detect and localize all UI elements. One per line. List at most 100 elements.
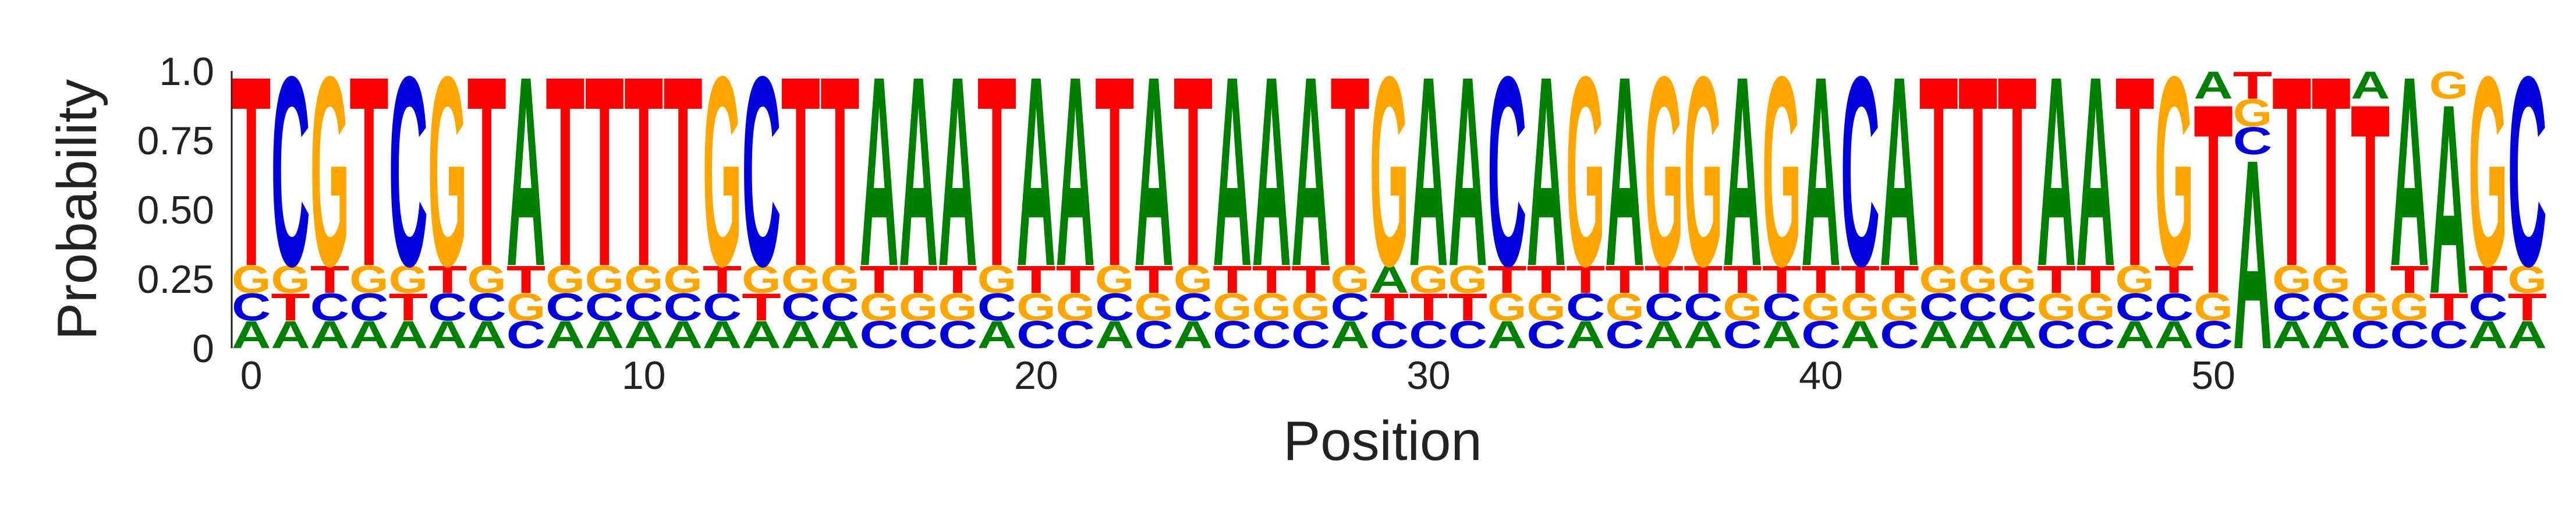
base-letter-t: T: [938, 258, 977, 301]
base-letter-g: G: [2429, 63, 2468, 107]
base-letter-g: G: [349, 258, 388, 301]
base-letter-t: T: [506, 258, 545, 301]
base-letter-t: T: [1566, 258, 1605, 301]
base-letter-g: G: [1016, 285, 1055, 328]
base-letter-t: T: [663, 20, 702, 323]
base-letter-g: G: [1526, 285, 1565, 328]
base-letter-c: C: [781, 285, 820, 328]
base-letter-a: A: [310, 313, 349, 356]
base-letter-g: G: [860, 285, 899, 328]
base-letter-c: C: [1174, 285, 1213, 328]
base-letter-t: T: [1213, 258, 1252, 301]
base-letter-t: T: [2155, 258, 2194, 301]
x-tick-label: 10: [622, 353, 666, 398]
base-letter-c: C: [1056, 313, 1095, 356]
base-letter-t: T: [467, 20, 506, 323]
base-letter-t: T: [1997, 20, 2036, 323]
base-letter-g: G: [703, 20, 742, 323]
base-letter-g: G: [2155, 20, 2194, 323]
base-letter-c: C: [428, 285, 467, 328]
base-letter-t: T: [1291, 258, 1330, 301]
base-letter-g: G: [1448, 258, 1487, 301]
base-letter-t: T: [1526, 258, 1565, 301]
base-letter-c: C: [1684, 285, 1723, 328]
base-letter-a: A: [232, 313, 271, 356]
base-letter-g: G: [624, 258, 663, 301]
base-letter-a: A: [428, 313, 467, 356]
x-tick-label: 40: [1799, 353, 1843, 398]
base-letter-c: C: [1409, 313, 1448, 356]
base-letter-c: C: [467, 285, 506, 328]
base-letter-c: C: [2351, 313, 2390, 356]
base-letter-a: A: [977, 313, 1016, 356]
base-letter-g: G: [742, 258, 781, 301]
base-letter-t: T: [1370, 285, 1409, 328]
base-letter-t: T: [2468, 258, 2507, 301]
base-letter-t: T: [1880, 258, 1919, 301]
base-letter-a: A: [2351, 63, 2390, 107]
base-letter-c: C: [1370, 313, 1409, 356]
base-letter-c: C: [2076, 313, 2115, 356]
base-letter-a: A: [2233, 104, 2272, 406]
y-axis-title: Probability: [46, 79, 108, 340]
base-letter-a: A: [1526, 20, 1565, 323]
base-letter-t: T: [428, 258, 467, 301]
base-letter-t: T: [1801, 258, 1840, 301]
base-letter-a: A: [2272, 313, 2311, 356]
base-letter-t: T: [310, 258, 349, 301]
base-letter-t: T: [703, 258, 742, 301]
base-letter-g: G: [506, 285, 545, 328]
base-letter-a: A: [899, 20, 938, 323]
y-tick-label: 0.75: [137, 119, 214, 163]
x-tick-label: 0: [240, 353, 263, 398]
base-letter-t: T: [2194, 48, 2233, 350]
base-letter-g: G: [1330, 258, 1369, 301]
base-letter-c: C: [1880, 313, 1919, 356]
base-letter-g: G: [2508, 258, 2547, 301]
base-letter-a: A: [2312, 313, 2351, 356]
base-letter-t: T: [781, 20, 820, 323]
base-letter-g: G: [781, 258, 820, 301]
base-letter-c: C: [1487, 20, 1526, 323]
base-letter-c: C: [742, 20, 781, 323]
base-letter-a: A: [1801, 20, 1840, 323]
base-letter-c: C: [1291, 313, 1330, 356]
base-letter-g: G: [1487, 285, 1526, 328]
x-tick-label: 20: [1014, 353, 1058, 398]
base-letter-a: A: [585, 313, 624, 356]
base-letter-a: A: [820, 313, 859, 356]
base-letter-a: A: [1252, 20, 1291, 323]
base-letter-g: G: [1252, 285, 1291, 328]
base-letter-t: T: [585, 20, 624, 323]
base-letter-c: C: [1213, 313, 1252, 356]
base-letter-t: T: [1919, 20, 1958, 323]
base-letter-a: A: [2155, 313, 2194, 356]
base-letter-t: T: [2351, 48, 2390, 350]
y-tick-label: 0: [192, 327, 214, 371]
base-letter-a: A: [2194, 63, 2233, 107]
base-letter-t: T: [1841, 258, 1880, 301]
base-letter-a: A: [663, 313, 702, 356]
base-letter-c: C: [2155, 285, 2194, 328]
base-letter-t: T: [1095, 20, 1134, 323]
x-tick-label: 30: [1406, 353, 1451, 398]
base-letter-g: G: [545, 258, 584, 301]
base-letter-t: T: [1684, 258, 1723, 301]
base-letter-g: G: [2116, 258, 2155, 301]
base-letter-g: G: [232, 258, 271, 301]
